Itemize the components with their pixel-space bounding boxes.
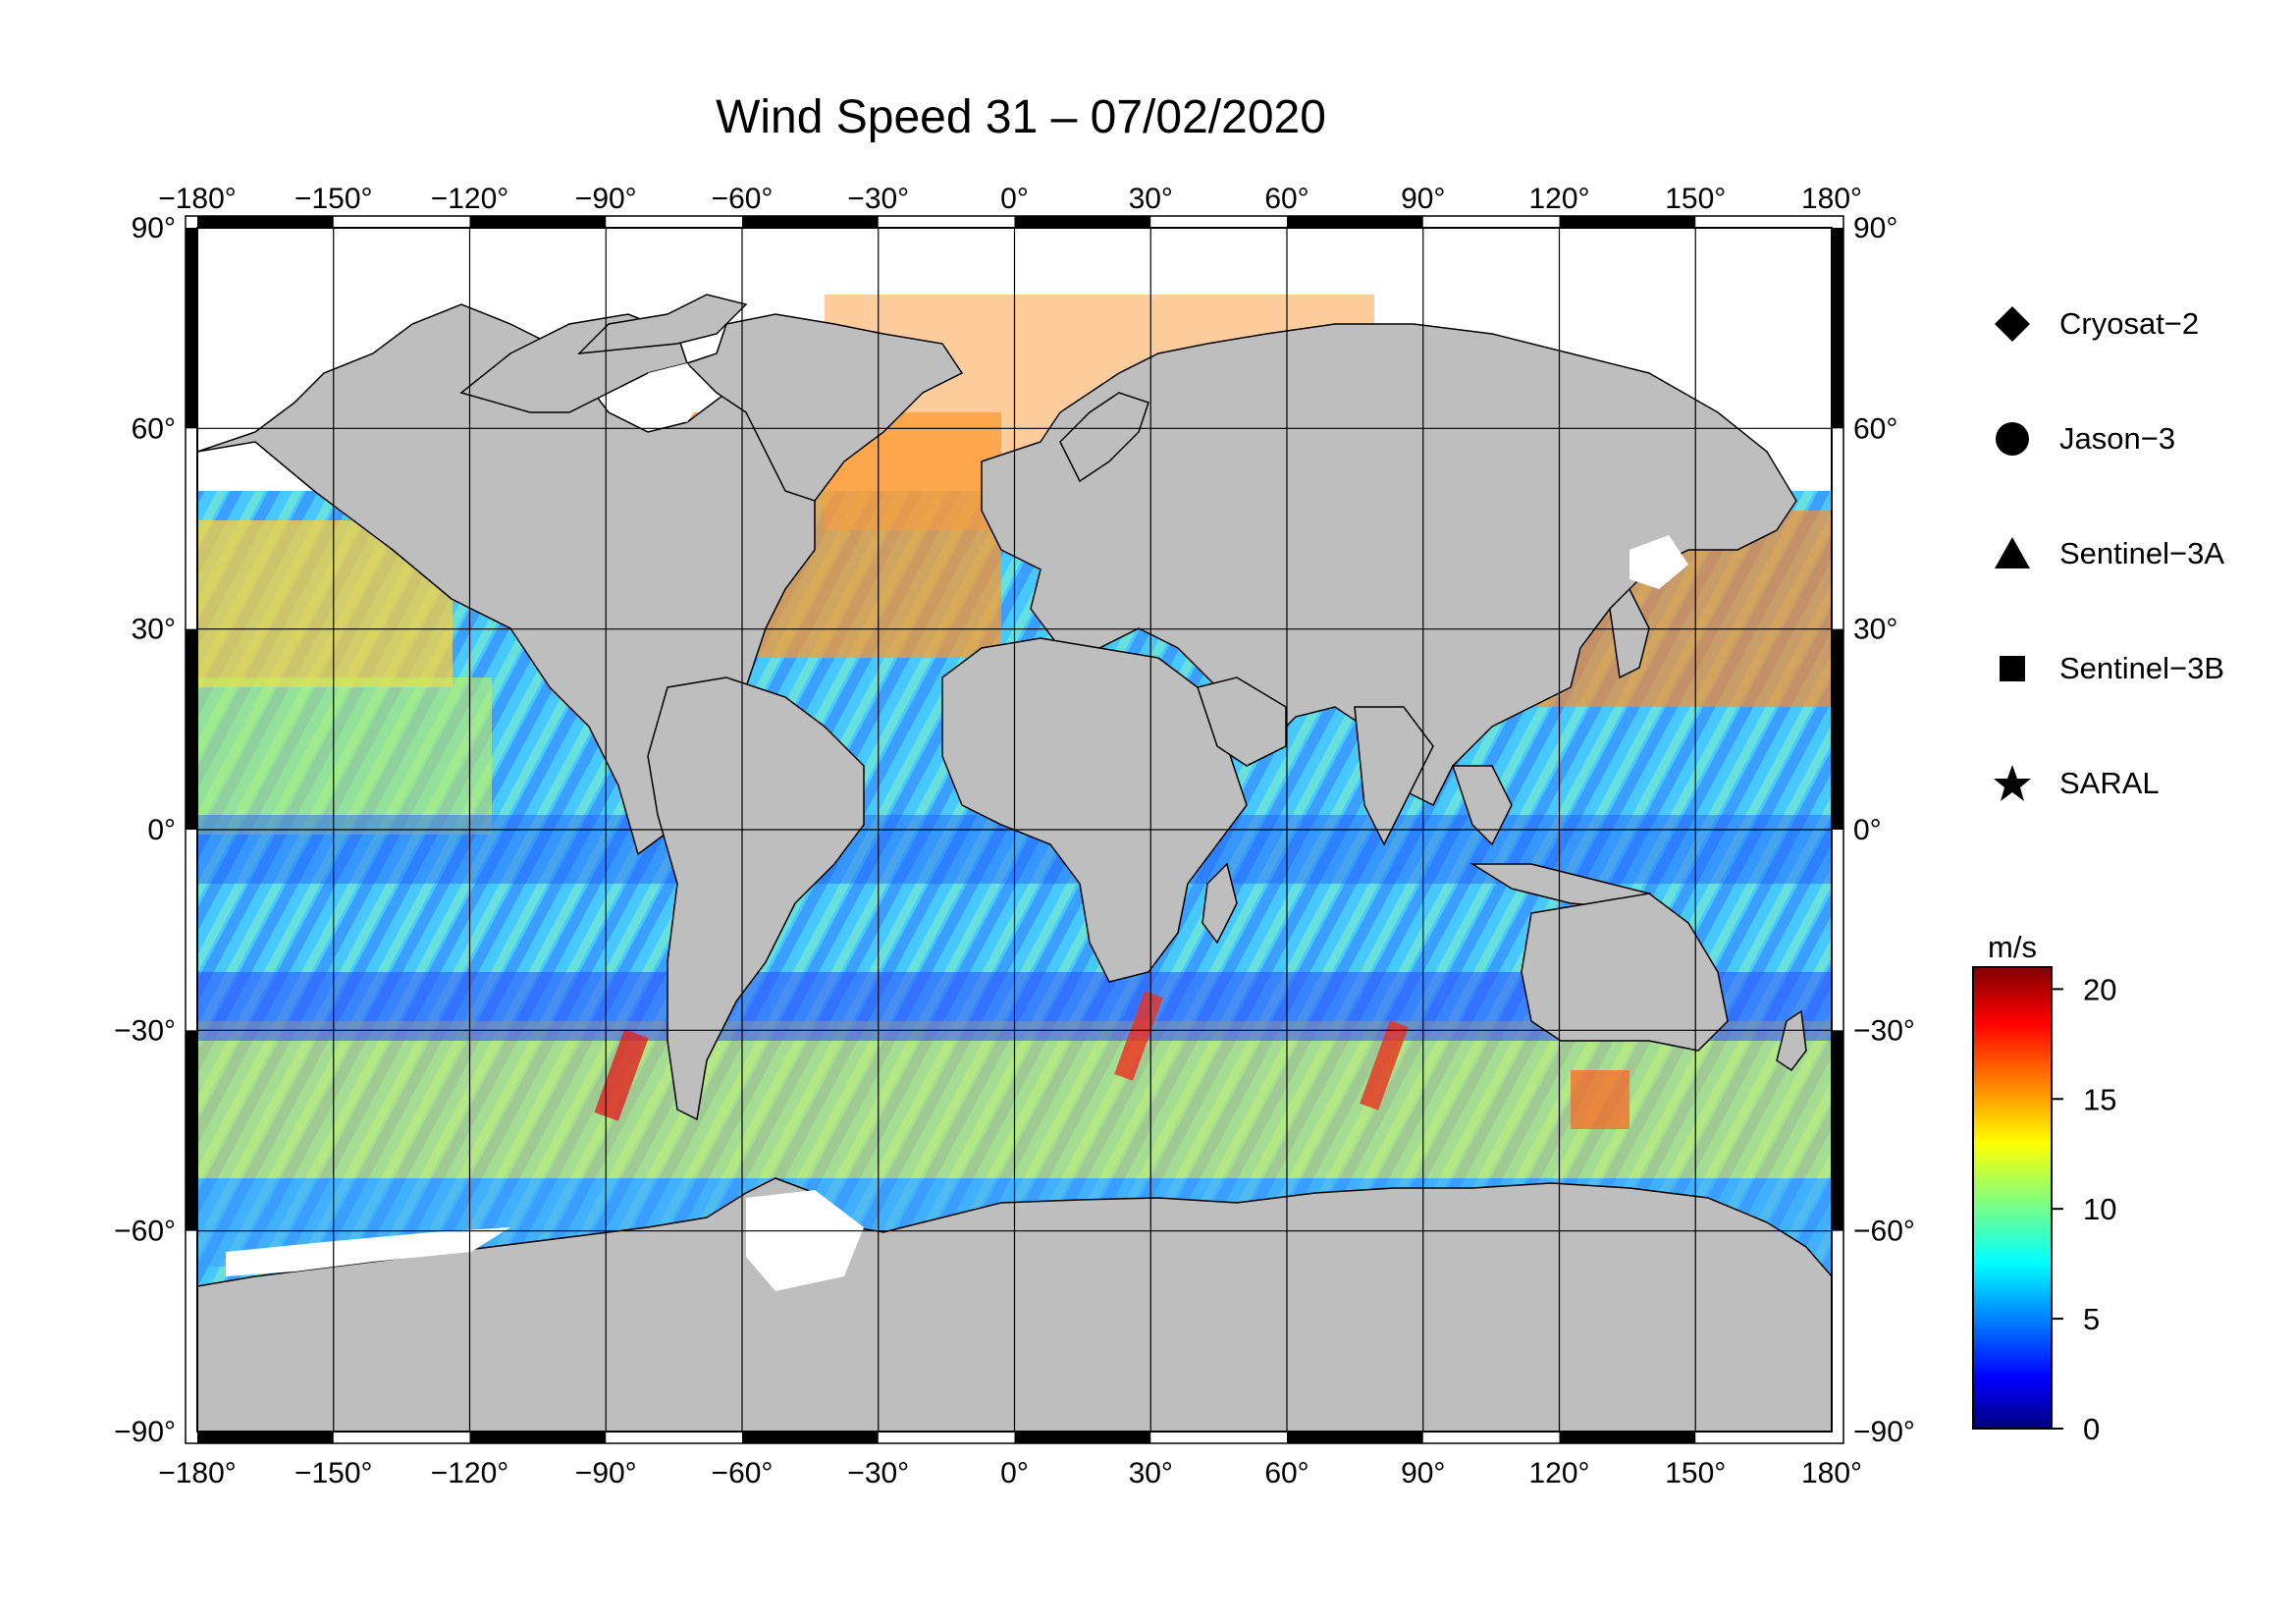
tick-label: 0° bbox=[147, 814, 176, 846]
colorbar-gradient bbox=[1972, 966, 2053, 1430]
frame-band-top bbox=[197, 216, 334, 228]
tick-label: −60° bbox=[114, 1216, 176, 1248]
colorbar-tick-label: 10 bbox=[2083, 1192, 2116, 1226]
tick-label: 60° bbox=[132, 412, 176, 445]
tick-label: 90° bbox=[132, 212, 176, 244]
chart-title: Wind Speed 31 – 07/02/2020 bbox=[716, 91, 1326, 143]
colorbar: m/s 0 5 10 15 20 bbox=[1972, 930, 2116, 1446]
tick-label: −120° bbox=[431, 1457, 509, 1489]
tick-label: 0° bbox=[1853, 814, 1882, 846]
tick-label: −30° bbox=[114, 1014, 176, 1047]
tick-label: −90° bbox=[114, 1416, 176, 1448]
tick-label: −30° bbox=[847, 1457, 909, 1489]
legend-label: Cryosat−2 bbox=[2059, 306, 2200, 341]
square-icon bbox=[1993, 649, 2032, 688]
tick-label: 0° bbox=[1000, 183, 1029, 215]
legend-item-cryosat-2: Cryosat−2 bbox=[1993, 299, 2199, 349]
frame-band-bottom bbox=[1014, 1432, 1151, 1443]
tick-label: 30° bbox=[1129, 183, 1173, 215]
circle-icon bbox=[1993, 419, 2032, 459]
colorbar-ticks: 0 5 10 15 20 bbox=[2052, 972, 2116, 1446]
frame-band-right bbox=[1832, 228, 1843, 429]
lat-tick-labels-right: 90° 60° 30° 0° −30° −60° −90° bbox=[1853, 212, 1915, 1448]
tick-label: −30° bbox=[847, 183, 909, 215]
frame-band-bottom bbox=[1559, 1432, 1696, 1443]
tick-label: 90° bbox=[1853, 212, 1897, 244]
triangle-icon bbox=[1993, 534, 2032, 573]
tick-label: 180° bbox=[1801, 183, 1862, 215]
frame-band-top bbox=[469, 216, 607, 228]
tick-label: 0° bbox=[1000, 1457, 1029, 1489]
frame-band-left bbox=[186, 628, 197, 830]
legend-item-jason-3: Jason−3 bbox=[1993, 414, 2175, 463]
tick-label: −60° bbox=[712, 183, 774, 215]
frame-band-left bbox=[186, 1030, 197, 1231]
lon-tick-labels-bottom: −180° −150° −120° −90° −60° −30° 0° 30° 60° 90° 12… bbox=[158, 1457, 1862, 1489]
legend-label: Sentinel−3A bbox=[2059, 536, 2225, 570]
colorbar-unit: m/s bbox=[1988, 930, 2037, 964]
tick-label: 60° bbox=[1264, 1457, 1308, 1489]
legend-item-saral: SARAL bbox=[1993, 759, 2160, 808]
tick-label: −90° bbox=[1853, 1416, 1915, 1448]
tick-label: −120° bbox=[431, 183, 509, 215]
tick-label: 180° bbox=[1801, 1457, 1862, 1489]
legend-label: SARAL bbox=[2059, 766, 2160, 800]
frame-band-bottom bbox=[197, 1432, 334, 1443]
frame-band-bottom bbox=[742, 1432, 879, 1443]
tick-label: 30° bbox=[1853, 614, 1897, 646]
tick-label: 150° bbox=[1665, 183, 1726, 215]
tick-label: 150° bbox=[1665, 1457, 1726, 1489]
tick-label: 120° bbox=[1528, 183, 1589, 215]
frame-band-top bbox=[1559, 216, 1696, 228]
tick-label: −180° bbox=[158, 183, 237, 215]
tick-label: −150° bbox=[294, 183, 373, 215]
colorbar-tick-label: 15 bbox=[2083, 1082, 2116, 1116]
frame-band-right bbox=[1832, 1030, 1843, 1231]
sea-ice bbox=[226, 363, 1688, 1291]
star-icon bbox=[1993, 764, 2032, 803]
tick-label: 60° bbox=[1264, 183, 1308, 215]
frame-band-top bbox=[742, 216, 879, 228]
tick-label: 90° bbox=[1401, 183, 1445, 215]
lon-tick-labels-top: −180° −150° −120° −90° −60° −30° 0° 30° 60° 90° 12… bbox=[158, 183, 1862, 215]
legend-item-sentinel-3b: Sentinel−3B bbox=[1993, 644, 2224, 693]
tick-label: 30° bbox=[132, 614, 176, 646]
tick-label: −150° bbox=[294, 1457, 373, 1489]
tick-label: 120° bbox=[1528, 1457, 1589, 1489]
frame-band-top bbox=[1014, 216, 1151, 228]
tick-label: −90° bbox=[575, 183, 637, 215]
colorbar-tick-label: 0 bbox=[2083, 1412, 2100, 1446]
tick-label: −60° bbox=[1853, 1216, 1915, 1248]
tick-label: −60° bbox=[712, 1457, 774, 1489]
tick-label: 30° bbox=[1129, 1457, 1173, 1489]
legend-label: Sentinel−3B bbox=[2059, 651, 2225, 685]
tick-label: −30° bbox=[1853, 1014, 1915, 1047]
frame-outline bbox=[185, 215, 1844, 1444]
tick-label: −180° bbox=[158, 1457, 237, 1489]
frame-band-left bbox=[186, 228, 197, 429]
tick-label: −90° bbox=[575, 1457, 637, 1489]
lat-tick-labels-left: 90° 60° 30° 0° −30° −60° −90° bbox=[114, 212, 176, 1448]
diamond-icon bbox=[1993, 304, 2032, 344]
frame-band-bottom bbox=[1287, 1432, 1423, 1443]
map-frame bbox=[185, 215, 1844, 1444]
tick-label: 60° bbox=[1853, 412, 1897, 445]
frame-band-right bbox=[1832, 628, 1843, 830]
colorbar-tick-label: 5 bbox=[2083, 1302, 2100, 1336]
tick-label: 90° bbox=[1401, 1457, 1445, 1489]
colorbar-tick-label: 20 bbox=[2083, 972, 2116, 1006]
legend-label: Jason−3 bbox=[2059, 421, 2176, 456]
frame-band-bottom bbox=[469, 1432, 607, 1443]
frame-band-top bbox=[1287, 216, 1423, 228]
map-border bbox=[196, 227, 1833, 1433]
legend-item-sentinel-3a: Sentinel−3A bbox=[1993, 529, 2224, 578]
